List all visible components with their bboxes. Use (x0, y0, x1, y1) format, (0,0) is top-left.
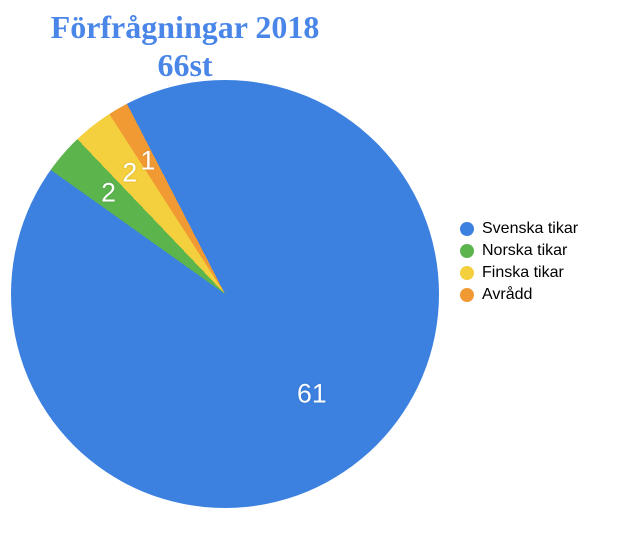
legend-label: Finska tikar (482, 264, 564, 282)
pie-chart: 61 221 (11, 80, 439, 508)
legend-swatch (460, 266, 474, 280)
legend-item: Norska tikar (460, 242, 578, 260)
legend-swatch (460, 222, 474, 236)
chart-title-line1: Förfrågningar 2018 (0, 8, 385, 46)
legend-item: Svenska tikar (460, 220, 578, 238)
slice-value-label: 61 (297, 379, 327, 410)
pie: 61 221 (11, 80, 439, 508)
slice-value-label: 2 (101, 178, 116, 209)
slice-value-label: 2 (122, 157, 137, 188)
legend-item: Avrådd (460, 286, 578, 304)
legend-label: Norska tikar (482, 242, 567, 260)
legend-swatch (460, 288, 474, 302)
legend-item: Finska tikar (460, 264, 578, 282)
slice-value-label: 1 (141, 145, 156, 176)
chart-title: Förfrågningar 2018 66st (0, 8, 385, 85)
legend: Svenska tikar Norska tikar Finska tikar Avr… (460, 216, 578, 308)
legend-label: Svenska tikar (482, 220, 578, 238)
legend-swatch (460, 244, 474, 258)
legend-label: Avrådd (482, 286, 532, 304)
